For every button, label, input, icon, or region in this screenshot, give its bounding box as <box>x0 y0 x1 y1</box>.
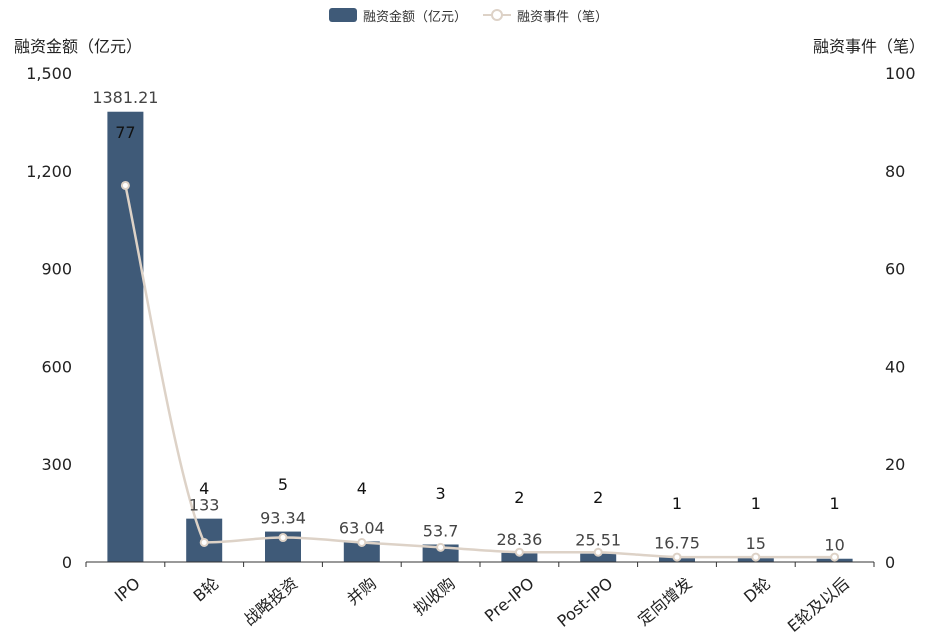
y-left-tick-label-4: 1,200 <box>26 162 72 181</box>
line-value-label-2: 5 <box>278 475 288 494</box>
y-right-tick-label-0: 0 <box>885 553 895 572</box>
y-axis-right-title: 融资事件（笔） <box>812 37 925 56</box>
events-line <box>124 185 835 559</box>
x-tick-label-5: Pre-IPO <box>481 574 538 626</box>
line-value-label-1: 4 <box>199 479 209 498</box>
line-value-label-9: 1 <box>830 494 840 513</box>
legend: 融资金额（亿元） 融资事件（笔） <box>0 5 937 25</box>
legend-item-events[interactable]: 融资事件（笔） <box>483 6 608 25</box>
events-point-5 <box>514 547 524 557</box>
bar-value-label-1: 133 <box>189 496 220 515</box>
events-point-9 <box>830 552 840 562</box>
events-point-8 <box>751 552 761 562</box>
x-tick-label-9: E轮及以后 <box>784 574 853 632</box>
x-tick-label-4: 拟收购 <box>410 574 459 619</box>
y-right-tick-label-5: 100 <box>885 64 916 83</box>
x-tick-label-2: 战略投资 <box>240 574 301 630</box>
events-point-1 <box>199 537 209 547</box>
y-left-tick-label-3: 900 <box>41 260 72 279</box>
y-left-tick-label-0: 0 <box>62 553 72 572</box>
y-right-tick-label-1: 20 <box>885 455 905 474</box>
bar-6 <box>580 553 617 562</box>
legend-line-label: 融资事件（笔） <box>517 9 609 25</box>
bar-value-label-5: 28.36 <box>496 530 542 549</box>
legend-bar-label: 融资金额（亿元） <box>362 9 467 25</box>
line-value-label-7: 1 <box>672 494 682 513</box>
bar-value-label-8: 15 <box>746 534 766 553</box>
events-point-6 <box>593 547 603 557</box>
bar-value-label-9: 10 <box>824 536 844 555</box>
y-left-tick-label-5: 1,500 <box>26 64 72 83</box>
bar-value-label-4: 53.7 <box>423 521 459 540</box>
x-tick-label-7: 定向增发 <box>634 574 695 630</box>
bar-value-label-3: 63.04 <box>339 518 385 537</box>
bar-3 <box>343 541 380 562</box>
line-value-label-5: 2 <box>514 488 524 507</box>
bar-value-label-6: 25.51 <box>575 531 621 550</box>
y-right-tick-label-4: 80 <box>885 162 905 181</box>
legend-bar-swatch <box>328 8 357 22</box>
line-value-label-6: 2 <box>593 488 603 507</box>
line-value-label-4: 3 <box>436 484 446 503</box>
bar-0 <box>107 111 144 563</box>
x-tick-label-0: IPO <box>111 574 144 606</box>
x-tick-label-6: Post-IPO <box>554 574 617 631</box>
line-value-label-8: 1 <box>751 494 761 513</box>
legend-line-swatch <box>483 8 511 22</box>
line-value-label-3: 4 <box>357 479 367 498</box>
events-point-3 <box>357 537 367 547</box>
legend-item-amount[interactable]: 融资金额（亿元） <box>328 6 467 25</box>
line-value-label-0: 77 <box>115 123 135 142</box>
events-point-4 <box>436 542 446 552</box>
x-tick-label-3: 并购 <box>343 574 380 609</box>
x-tick-label-8: D轮 <box>740 574 774 607</box>
bar-value-label-7: 16.75 <box>654 534 700 553</box>
bar-value-label-2: 93.34 <box>260 509 306 528</box>
bar-5 <box>501 552 538 562</box>
bar-value-label-0: 1381.21 <box>92 88 158 107</box>
y-right-tick-label-3: 60 <box>885 260 905 279</box>
x-tick-label-1: B轮 <box>190 574 223 606</box>
events-point-7 <box>672 552 682 562</box>
y-right-tick-label-2: 40 <box>885 357 905 376</box>
y-axis-left-title: 融资金额（亿元） <box>14 37 143 56</box>
y-left-tick-label-2: 600 <box>41 357 72 376</box>
events-point-2 <box>278 533 288 543</box>
events-point-0 <box>120 180 130 190</box>
y-left-tick-label-1: 300 <box>41 455 72 474</box>
